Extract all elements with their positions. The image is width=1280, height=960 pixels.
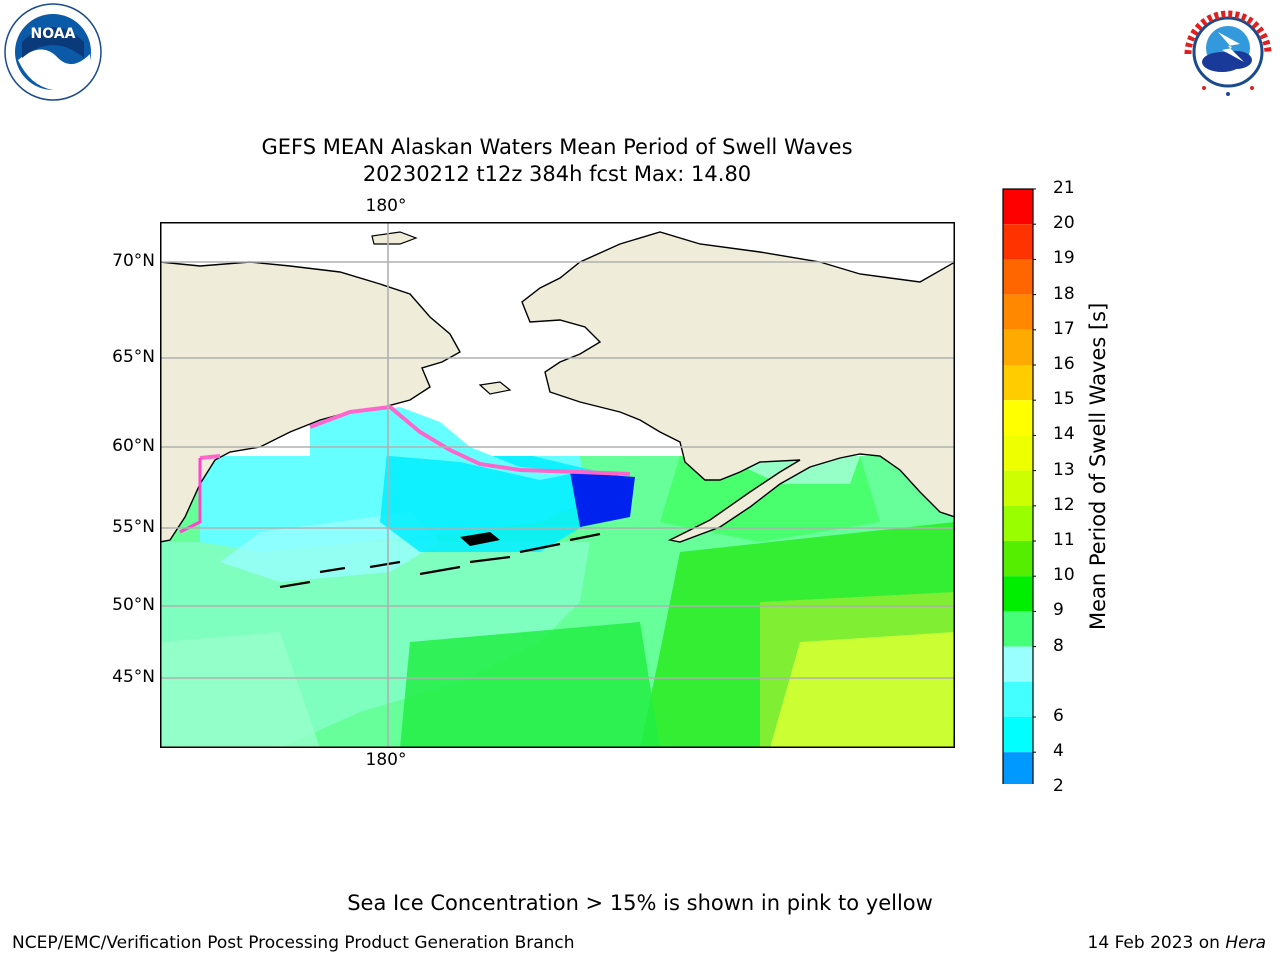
noaa-logo: NOAA [2,2,104,106]
lat-label-65: 65°N [112,347,155,367]
lat-label-55: 55°N [112,517,155,537]
chart-title-line1: GEFS MEAN Alaskan Waters Mean Period of … [261,135,853,159]
noaa-logo-text: NOAA [31,26,76,42]
colorbar-segment [1003,646,1033,682]
lon-label-bottom: 180° [365,750,407,770]
lon-label-top: 180° [365,196,407,216]
colorbar-tick-label: 17 [1053,318,1075,339]
colorbar-segment [1003,365,1033,401]
lat-label-70: 70°N [112,251,155,271]
nws-logo [1178,2,1278,106]
colorbar-tick-label: 20 [1053,213,1075,234]
colorbar-title: Mean Period of Swell Waves [s] [1086,302,1110,630]
ocean-deep-region [570,472,635,527]
graticule [160,222,955,748]
colorbar-segment [1003,576,1033,612]
colorbar-tick-label: 19 [1053,248,1075,269]
colorbar-segment [1003,611,1033,647]
colorbar-segment [1003,541,1033,577]
island-st-lawrence [478,381,512,395]
colorbar-tick-label: 10 [1053,565,1075,586]
ocean-yellow-region [770,632,955,748]
land-alaska [521,231,955,543]
colorbar-tick-label: 15 [1053,389,1075,410]
colorbar-tick-label: 11 [1053,530,1075,550]
colorbar-tick-label: 4 [1053,741,1064,762]
colorbar-segment [1003,470,1033,506]
footer-date: 14 Feb 2023 on Hera [1088,933,1266,953]
colorbar-tick-label: 14 [1053,424,1075,445]
swell-period-map [160,222,955,752]
land-siberia [160,261,461,543]
chart-title-line2: 20230212 t12z 384h fcst Max: 14.80 [362,162,752,186]
lat-label-45: 45°N [112,667,155,687]
colorbar-segment [1003,681,1033,717]
sea-ice-edge [199,404,631,476]
map-frame [160,222,955,748]
colorbar-segment [1003,752,1033,788]
colorbar-segment [1003,189,1033,225]
lat-label-50: 50°N [112,595,155,615]
colorbar-tick-label: 16 [1053,354,1075,374]
colorbar-tick-label: 12 [1053,494,1075,515]
colorbar-tick-label: 9 [1053,600,1064,621]
colorbar-segment [1003,505,1033,541]
colorbar-tick-label: 2 [1053,776,1064,797]
colorbar-segment [1003,435,1033,471]
colorbar-tick-label: 13 [1053,459,1075,480]
lat-label-60: 60°N [112,436,155,456]
colorbar-tick-label: 8 [1053,635,1064,656]
colorbar-segment [1003,717,1033,753]
colorbar-segment [1003,259,1033,295]
footer-date-text: 14 Feb 2023 on [1087,933,1226,953]
colorbar-segment [1003,224,1033,260]
colorbar-segment [1003,400,1033,436]
island-wrangel [371,231,418,245]
footer-host: Hera [1225,933,1266,953]
sea-ice-note: Sea Ice Concentration > 15% is shown in … [347,891,933,915]
colorbar [1001,188,1039,852]
colorbar-segment [1003,329,1033,365]
aleutian-islands [279,532,601,589]
footer-branch: NCEP/EMC/Verification Post Processing Pr… [12,933,575,953]
colorbar-tick-label: 18 [1053,283,1075,304]
colorbar-segment [1003,294,1033,330]
colorbar-tick-label: 21 [1053,178,1075,198]
colorbar-tick-label: 6 [1053,706,1064,726]
